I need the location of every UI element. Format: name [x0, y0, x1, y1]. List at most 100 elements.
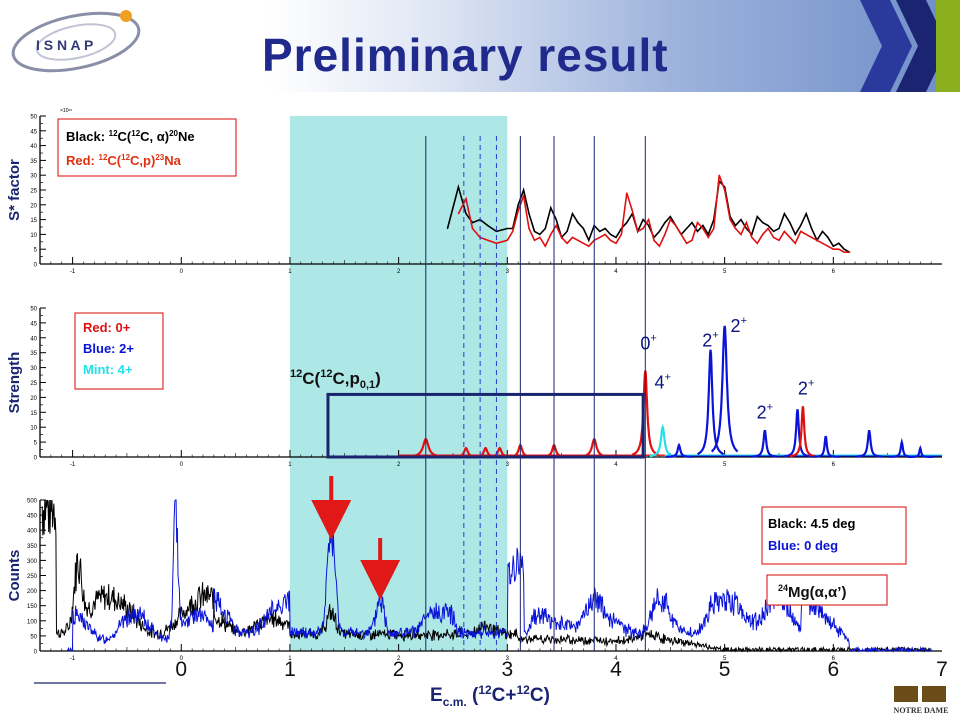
- y-tick-label: 350: [27, 544, 38, 550]
- x-tick-label: -1: [70, 269, 76, 275]
- y-tick-label: 400: [27, 529, 38, 535]
- y-axis-label-panel-3: Counts: [6, 550, 23, 602]
- series-point-black: [588, 239, 590, 241]
- series-line-black: [446, 179, 850, 253]
- series-point-black: [794, 233, 796, 235]
- series-point-black: [691, 221, 693, 224]
- series-point-red: [805, 233, 807, 235]
- series-point-black: [664, 221, 666, 224]
- series-point-red: [555, 224, 557, 227]
- reaction-label: 24Mg(α,α’): [778, 583, 846, 601]
- series-point-black: [810, 227, 813, 230]
- series-point-red: [783, 230, 786, 233]
- isnap-logo: I S N A P: [11, 10, 141, 73]
- svg-text:NOTRE DAME: NOTRE DAME: [894, 706, 949, 715]
- series-point-red: [664, 233, 666, 235]
- y-tick-label: 20: [30, 396, 37, 402]
- legend-panel-3: Black: 4.5 deg Blue: 0 deg: [761, 506, 907, 565]
- y-tick-label: 30: [30, 174, 37, 180]
- reaction-label-box: [766, 574, 888, 606]
- series-point-black: [517, 204, 519, 206]
- series-point-red: [838, 248, 840, 250]
- large-x-tick-label: 0: [175, 658, 187, 681]
- y-tick-label: 20: [30, 203, 37, 209]
- series-point-black: [577, 221, 579, 224]
- series-point-black: [523, 189, 525, 191]
- series-point-black: [599, 230, 601, 233]
- series-point-black: [528, 213, 530, 215]
- x-tick-label: 2: [397, 269, 401, 275]
- y-tick-label: 35: [30, 351, 37, 357]
- series-point-black: [647, 224, 650, 227]
- slide-title: Preliminary result: [262, 29, 669, 81]
- resonance-peak-blue: [784, 409, 811, 458]
- series-point-black: [615, 236, 617, 238]
- x-tick-label: 3: [506, 656, 510, 662]
- spin-label: 2+: [757, 401, 773, 422]
- series-point-red: [658, 245, 661, 247]
- series-point-red: [724, 189, 726, 191]
- counts-spectrum-black: [41, 499, 932, 653]
- y-tick-label: 0: [34, 456, 38, 462]
- y-exponent-label: ×10¹⁶: [60, 108, 72, 114]
- series-point-red: [495, 242, 498, 244]
- series-point-black: [821, 230, 824, 233]
- series-point-black: [740, 219, 742, 221]
- y-axis-label-panel-1: S* factor: [6, 159, 23, 221]
- y-axis-label-panel-2: Strength: [6, 352, 23, 414]
- series-point-black: [550, 207, 552, 209]
- y-tick-label: 450: [27, 514, 38, 520]
- legend-entry-black: Black: 4.5 deg: [768, 516, 855, 531]
- legend-panel-2: Red: 0+ Blue: 2+ Mint: 4+: [74, 312, 164, 390]
- series-point-black: [734, 224, 737, 227]
- spin-label: 2+: [702, 330, 718, 351]
- y-tick-label: 10: [30, 233, 37, 239]
- series-point-red: [506, 239, 508, 241]
- chevron-decoration: [860, 0, 960, 92]
- series-point-red: [729, 219, 731, 221]
- series-point-red: [675, 224, 677, 227]
- x-tick-label: 5: [723, 462, 727, 468]
- resonance-peak-blue: [666, 442, 692, 458]
- x-tick-label: 6: [832, 462, 836, 468]
- series-point-red: [533, 239, 536, 241]
- legend-entry-blue: Blue: 2+: [83, 341, 134, 356]
- series-point-black: [838, 242, 840, 244]
- series-point-black: [669, 216, 671, 218]
- series-point-red: [734, 227, 737, 230]
- series-point-red: [637, 230, 639, 233]
- series-point-black: [487, 224, 489, 227]
- y-tick-label: 200: [27, 589, 38, 595]
- x-tick-label: 4: [614, 656, 618, 662]
- x-tick-label: -1: [70, 656, 76, 662]
- x-tick-label: 2: [397, 462, 401, 468]
- series-point-black: [756, 216, 758, 218]
- y-tick-label: 50: [30, 634, 37, 640]
- series-point-red: [816, 239, 818, 241]
- y-tick-label: 45: [30, 321, 37, 327]
- large-x-tick-label: 5: [719, 658, 731, 681]
- series-point-black: [778, 227, 780, 230]
- legend-box: [57, 118, 237, 177]
- series-point-black: [533, 230, 536, 233]
- series-point-red: [631, 210, 633, 212]
- series-point-red: [669, 219, 671, 221]
- series-point-red: [561, 236, 563, 238]
- series-point-red: [832, 248, 834, 250]
- series-point-red: [843, 251, 845, 253]
- series-point-red: [696, 221, 699, 224]
- series-point-black: [457, 186, 459, 188]
- series-point-black: [539, 233, 541, 235]
- legend-panel-1: Black: 12C(12C, α)20Ne Red: 12C(12C,p)23N…: [57, 118, 237, 177]
- series-point-red: [680, 233, 682, 235]
- shaded-energy-band: [289, 116, 508, 651]
- series-point-red: [620, 233, 623, 235]
- series-point-black: [465, 213, 467, 215]
- series-point-red: [740, 233, 742, 235]
- y-tick-label: 100: [27, 619, 38, 625]
- x-tick-label: 0: [180, 462, 184, 468]
- series-point-black: [762, 221, 764, 224]
- resonance-peak-mint: [649, 423, 676, 458]
- series-point-red: [767, 227, 769, 230]
